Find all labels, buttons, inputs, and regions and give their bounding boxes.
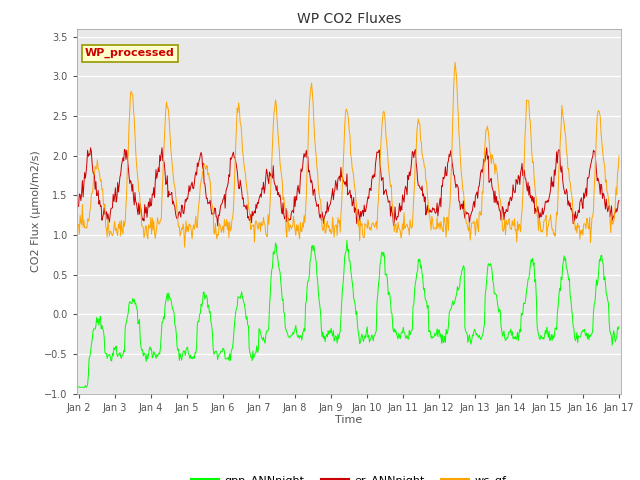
er_ANNnight (214, 223, 221, 229)
gpp_ANNnight (85, 355, 93, 361)
gpp_ANNnight (343, 238, 351, 243)
Title: WP CO2 Fluxes: WP CO2 Fluxes (296, 12, 401, 26)
wc_gf (225, 219, 232, 225)
Line: gpp_ANNnight: gpp_ANNnight (79, 240, 619, 387)
wc_gf (84, 218, 92, 224)
gpp_ANNnight (76, 384, 83, 390)
gpp_ANNnight (75, 384, 83, 389)
X-axis label: Time: Time (335, 415, 362, 425)
er_ANNnight (87, 145, 95, 151)
Text: WP_processed: WP_processed (85, 48, 175, 59)
wc_gf (75, 222, 83, 228)
wc_gf (180, 244, 188, 250)
gpp_ANNnight (141, 351, 148, 357)
gpp_ANNnight (225, 354, 232, 360)
er_ANNnight (225, 172, 233, 178)
er_ANNnight (416, 185, 424, 191)
wc_gf (431, 225, 438, 231)
Y-axis label: CO2 Flux (μmol/m2/s): CO2 Flux (μmol/m2/s) (31, 150, 42, 272)
wc_gf (451, 60, 459, 65)
er_ANNnight (84, 154, 92, 159)
er_ANNnight (75, 204, 83, 209)
gpp_ANNnight (432, 333, 440, 338)
Line: er_ANNnight: er_ANNnight (79, 148, 619, 226)
er_ANNnight (141, 202, 148, 207)
gpp_ANNnight (416, 256, 424, 262)
er_ANNnight (615, 198, 623, 204)
er_ANNnight (432, 210, 440, 216)
wc_gf (140, 235, 148, 240)
wc_gf (615, 153, 623, 158)
er_ANNnight (196, 156, 204, 162)
gpp_ANNnight (196, 312, 204, 317)
Legend: gpp_ANNnight, er_ANNnight, wc_gf: gpp_ANNnight, er_ANNnight, wc_gf (186, 470, 511, 480)
wc_gf (415, 120, 423, 126)
wc_gf (196, 194, 204, 200)
Line: wc_gf: wc_gf (79, 62, 619, 247)
gpp_ANNnight (615, 324, 623, 329)
